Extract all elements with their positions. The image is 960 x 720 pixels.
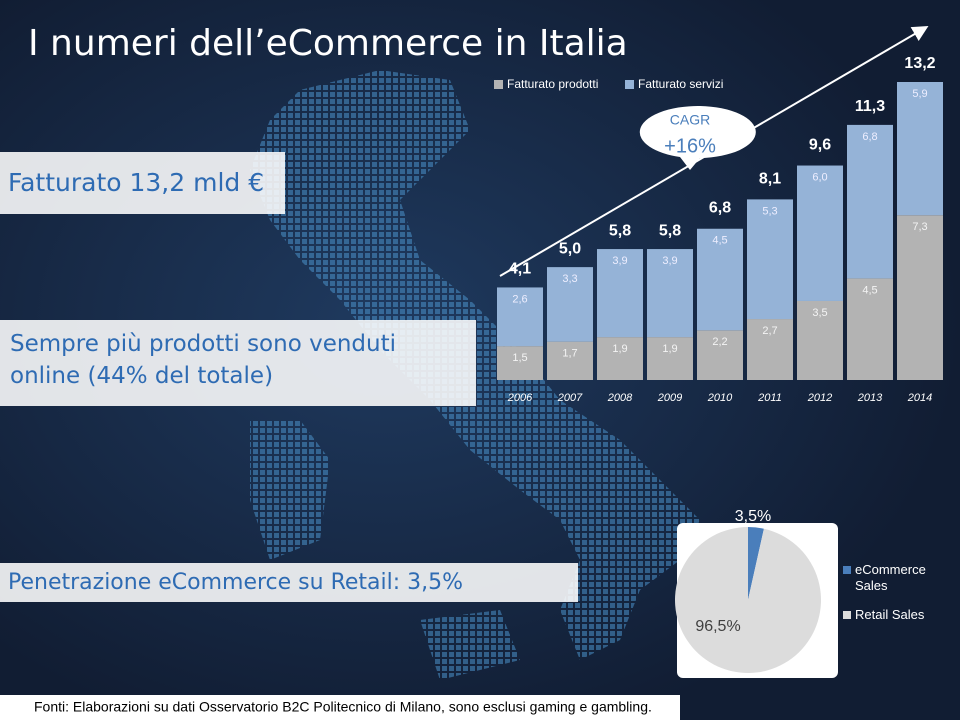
x-tick-label: 2008 (607, 392, 633, 404)
bar-segment (597, 337, 643, 380)
revenue-callout: Fatturato 13,2 mld € (0, 152, 285, 214)
x-tick-label: 2012 (807, 392, 832, 404)
x-tick-label: 2011 (757, 392, 782, 404)
segment-label: 5,9 (912, 88, 927, 100)
legend-label: Fatturato servizi (638, 77, 723, 91)
bar-segment (797, 300, 843, 380)
total-label: 4,1 (509, 261, 531, 278)
footer-bar (0, 695, 680, 720)
segment-label: 1,9 (612, 343, 627, 355)
segment-label: 1,9 (662, 343, 677, 355)
x-tick-label: 2014 (907, 392, 932, 404)
segment-label: 4,5 (712, 235, 727, 247)
total-label: 5,8 (659, 222, 681, 239)
bar-segment (747, 199, 793, 320)
segment-label: 2,2 (712, 336, 727, 348)
segment-label: 5,3 (762, 205, 777, 217)
bar-segment (497, 287, 543, 347)
segment-label: 3,9 (662, 255, 677, 267)
bar-segment (547, 267, 593, 342)
segment-label: 3,9 (612, 255, 627, 267)
segment-label: 7,3 (912, 221, 927, 233)
x-tick-label: 2013 (857, 392, 883, 404)
bar-segment (647, 249, 693, 338)
bar-segment (847, 124, 893, 279)
slide-title: I numeri dell’eCommerce in Italia (28, 23, 628, 64)
bar-segment (797, 165, 843, 301)
legend-swatch (625, 80, 634, 89)
segment-label: 2,6 (512, 293, 527, 305)
legend-swatch (843, 611, 851, 619)
bar-segment (597, 249, 643, 338)
segment-label: 6,0 (812, 171, 827, 183)
bar-segment (897, 215, 943, 380)
segment-label: 6,8 (862, 131, 877, 143)
penetration-callout: Penetrazione eCommerce su Retail: 3,5% (0, 563, 578, 602)
total-label: 8,1 (759, 170, 781, 187)
legend-swatch (494, 80, 503, 89)
total-label: 5,8 (609, 222, 631, 239)
segment-label: 4,5 (862, 284, 877, 296)
total-label: 6,8 (709, 200, 731, 217)
cagr-label: CAGR (670, 112, 710, 128)
pie-chart: 3,5% 96,5% (675, 508, 822, 674)
legend-swatch (843, 566, 851, 574)
bar-segment (697, 330, 743, 380)
cagr-value: +16% (664, 135, 716, 157)
pie-slice (748, 527, 764, 600)
cagr-bubble (639, 106, 756, 170)
x-tick-label: 2007 (557, 392, 583, 404)
products-callout: Sempre più prodotti sono venduti online … (0, 320, 476, 406)
x-tick-label: 2009 (657, 392, 682, 404)
bar-segment (497, 346, 543, 380)
total-label: 9,6 (809, 136, 831, 153)
bar-segment (647, 337, 693, 380)
legend-label: Retail Sales (855, 607, 925, 622)
legend-label: Fatturato prodotti (507, 77, 598, 91)
segment-label: 3,5 (812, 307, 827, 319)
pie-label: 3,5% (735, 508, 771, 525)
bar-chart: Fatturato prodotti Fatturato servizi CAGR +… (494, 25, 943, 404)
x-tick-label: 2006 (507, 392, 533, 404)
total-label: 5,0 (559, 240, 581, 257)
total-label: 13,2 (904, 55, 935, 72)
bar-segment (547, 341, 593, 380)
x-tick-label: 2010 (707, 392, 733, 404)
bar-segment (747, 319, 793, 380)
pie-slice (675, 527, 822, 674)
bar-segment (897, 82, 943, 216)
segment-label: 1,5 (512, 352, 527, 364)
segment-label: 1,7 (562, 348, 577, 360)
total-label: 11,3 (855, 98, 885, 115)
segment-label: 3,3 (562, 273, 577, 285)
bar-segment (697, 228, 743, 331)
pie-label: 96,5% (695, 618, 740, 635)
footer: Fonti: Elaborazioni su dati Osservatorio… (34, 699, 652, 715)
legend-label: eCommerce Sales (855, 562, 926, 593)
segment-label: 2,7 (762, 325, 777, 337)
bar-segment (847, 278, 893, 380)
